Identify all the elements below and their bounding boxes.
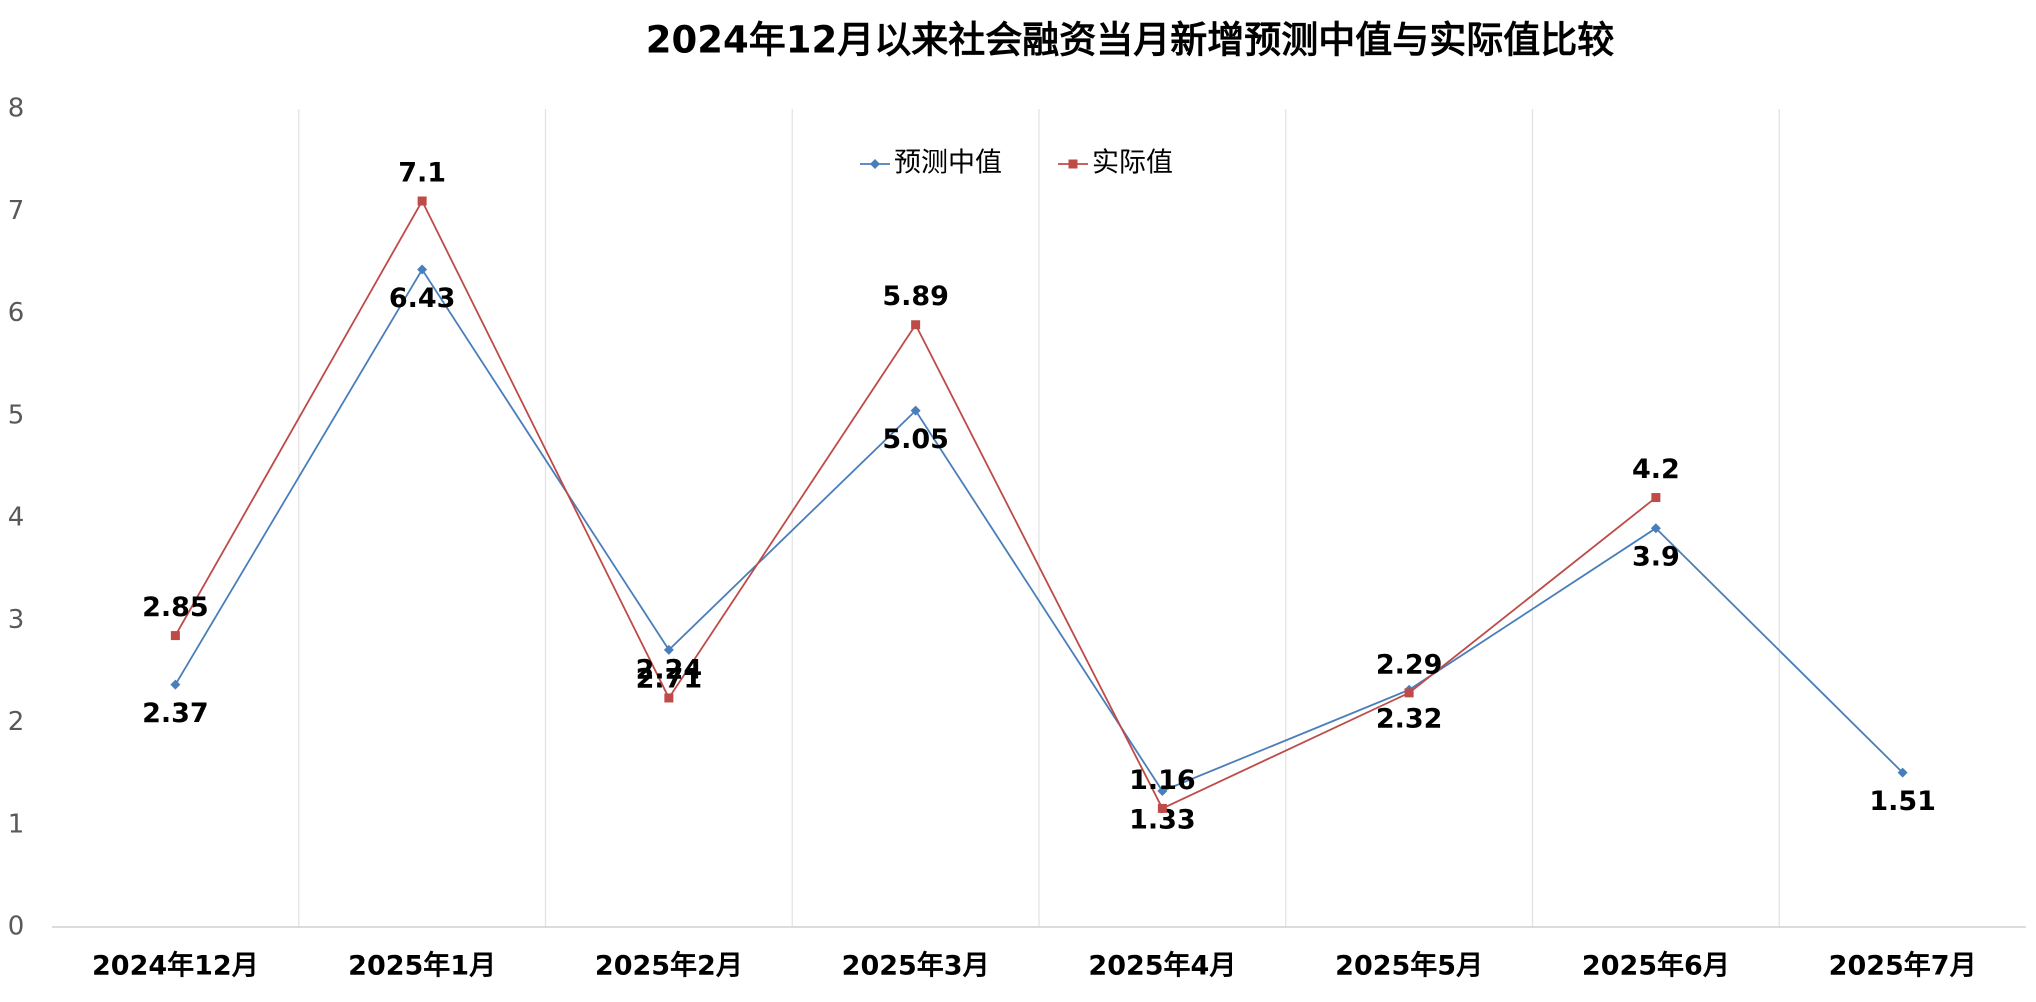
x-tick-label: 2025年5月: [1335, 950, 1483, 982]
data-label: 3.9: [1632, 542, 1680, 573]
data-point: [1650, 523, 1661, 534]
data-label: 1.16: [1129, 765, 1196, 796]
data-point: [1157, 786, 1168, 797]
data-label: 2.37: [142, 698, 209, 729]
data-label: 2.71: [636, 663, 703, 694]
legend-marker: [870, 159, 880, 169]
series-line: [174, 267, 1904, 793]
legend-label: 实际值: [1092, 148, 1173, 179]
x-tick-label: 2025年3月: [842, 950, 990, 982]
y-tick-label: 7: [8, 196, 25, 226]
data-point: [911, 320, 921, 330]
y-tick-label: 6: [8, 298, 25, 328]
y-tick-label: 4: [8, 503, 25, 533]
data-point: [170, 679, 181, 690]
data-point: [663, 644, 674, 655]
y-tick-label: 1: [8, 809, 25, 839]
y-tick-label: 5: [8, 400, 25, 430]
x-tick-label: 2025年7月: [1829, 950, 1977, 982]
y-tick-label: 8: [8, 94, 25, 124]
data-point: [910, 405, 921, 416]
data-point: [664, 693, 674, 703]
y-tick-label: 3: [8, 605, 25, 635]
x-tick-label: 2025年6月: [1582, 950, 1730, 982]
data-label: 2.24: [636, 654, 703, 685]
data-point: [417, 196, 427, 206]
x-tick-label: 2025年1月: [348, 950, 496, 982]
data-point: [1897, 767, 1908, 778]
x-tick-label: 2025年4月: [1088, 950, 1236, 982]
legend-marker: [1068, 159, 1078, 169]
data-label: 2.29: [1376, 649, 1443, 680]
data-label: 2.32: [1376, 703, 1443, 734]
data-label: 5.05: [882, 424, 949, 455]
chart-title: 2024年12月以来社会融资当月新增预测中值与实际值比较: [646, 19, 1614, 62]
x-tick-label: 2025年2月: [595, 950, 743, 982]
y-tick-label: 2: [8, 707, 25, 737]
data-label: 7.1: [398, 158, 446, 189]
x-tick-label: 2024年12月: [92, 950, 259, 982]
data-label: 6.43: [389, 283, 456, 314]
data-point: [1157, 803, 1167, 813]
data-point: [170, 631, 180, 641]
data-point: [417, 264, 428, 275]
data-point: [1404, 688, 1414, 698]
data-label: 1.51: [1869, 786, 1936, 817]
data-label: 2.85: [142, 592, 209, 623]
data-label: 5.89: [882, 281, 949, 312]
data-point: [1651, 493, 1661, 503]
data-label: 4.2: [1632, 454, 1680, 485]
y-tick-label: 0: [8, 912, 25, 942]
legend-label: 预测中值: [894, 148, 1002, 179]
